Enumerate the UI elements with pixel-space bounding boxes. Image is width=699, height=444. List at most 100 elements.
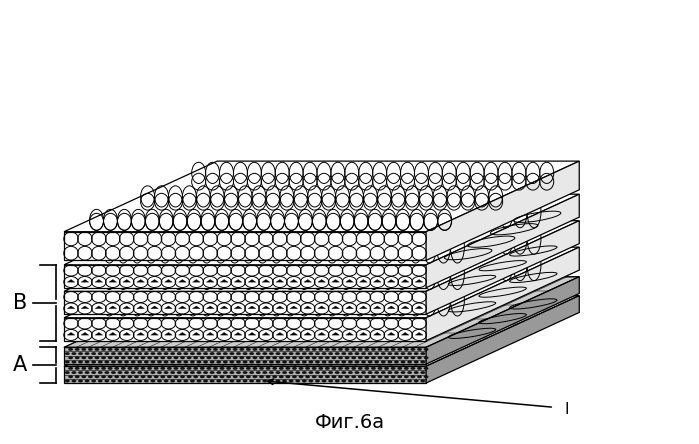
Ellipse shape	[401, 352, 405, 355]
Ellipse shape	[331, 348, 336, 351]
Ellipse shape	[105, 352, 109, 355]
Ellipse shape	[398, 357, 402, 359]
Polygon shape	[67, 279, 75, 282]
Ellipse shape	[322, 352, 326, 355]
Ellipse shape	[404, 357, 409, 359]
Ellipse shape	[348, 361, 353, 363]
Ellipse shape	[358, 375, 363, 378]
Ellipse shape	[319, 348, 323, 351]
Ellipse shape	[384, 375, 389, 378]
Polygon shape	[426, 194, 579, 288]
Ellipse shape	[115, 357, 119, 359]
Ellipse shape	[78, 352, 82, 355]
Ellipse shape	[286, 375, 290, 378]
Ellipse shape	[98, 380, 103, 382]
Ellipse shape	[140, 357, 145, 359]
Ellipse shape	[217, 352, 221, 355]
Ellipse shape	[94, 357, 99, 359]
Ellipse shape	[266, 357, 271, 359]
Ellipse shape	[269, 352, 274, 355]
Polygon shape	[262, 279, 270, 282]
Ellipse shape	[246, 375, 251, 378]
Ellipse shape	[424, 357, 428, 359]
Ellipse shape	[263, 380, 267, 382]
Ellipse shape	[85, 352, 89, 355]
Ellipse shape	[117, 361, 122, 363]
Polygon shape	[318, 306, 326, 309]
Ellipse shape	[124, 361, 129, 363]
Polygon shape	[332, 279, 340, 282]
Polygon shape	[178, 279, 187, 282]
Ellipse shape	[88, 357, 93, 359]
Ellipse shape	[250, 380, 254, 382]
Ellipse shape	[391, 357, 396, 359]
Ellipse shape	[236, 371, 240, 374]
Ellipse shape	[121, 357, 126, 359]
Ellipse shape	[365, 357, 369, 359]
Polygon shape	[304, 333, 312, 335]
Ellipse shape	[404, 375, 409, 378]
Ellipse shape	[180, 367, 185, 370]
Ellipse shape	[223, 352, 228, 355]
Ellipse shape	[140, 375, 145, 378]
Ellipse shape	[315, 352, 319, 355]
Ellipse shape	[144, 371, 149, 374]
Polygon shape	[178, 306, 187, 309]
Polygon shape	[248, 279, 256, 282]
Ellipse shape	[213, 357, 218, 359]
Ellipse shape	[69, 367, 73, 370]
Ellipse shape	[147, 348, 152, 351]
Ellipse shape	[219, 348, 224, 351]
Ellipse shape	[101, 367, 106, 370]
Ellipse shape	[131, 371, 136, 374]
Polygon shape	[123, 333, 131, 335]
Ellipse shape	[105, 380, 109, 382]
Ellipse shape	[167, 367, 172, 370]
Ellipse shape	[305, 375, 310, 378]
Ellipse shape	[177, 361, 182, 363]
Ellipse shape	[190, 380, 195, 382]
Ellipse shape	[180, 357, 185, 359]
Ellipse shape	[342, 361, 346, 363]
Ellipse shape	[207, 348, 211, 351]
Ellipse shape	[150, 371, 155, 374]
Ellipse shape	[315, 371, 319, 374]
Ellipse shape	[78, 380, 82, 382]
Ellipse shape	[171, 380, 175, 382]
Polygon shape	[373, 279, 381, 282]
Polygon shape	[64, 232, 426, 260]
Ellipse shape	[421, 380, 425, 382]
Ellipse shape	[312, 375, 317, 378]
Ellipse shape	[161, 357, 165, 359]
Polygon shape	[151, 306, 159, 309]
Polygon shape	[290, 306, 298, 309]
Polygon shape	[151, 333, 159, 335]
Polygon shape	[64, 366, 426, 383]
Polygon shape	[192, 306, 200, 309]
Ellipse shape	[213, 375, 218, 378]
Ellipse shape	[279, 367, 284, 370]
Ellipse shape	[410, 357, 415, 359]
Ellipse shape	[121, 367, 126, 370]
Ellipse shape	[88, 375, 93, 378]
Polygon shape	[332, 306, 340, 309]
Ellipse shape	[256, 352, 261, 355]
Ellipse shape	[377, 348, 382, 351]
Ellipse shape	[273, 375, 277, 378]
Ellipse shape	[384, 367, 389, 370]
Ellipse shape	[226, 348, 231, 351]
Ellipse shape	[226, 357, 231, 359]
Ellipse shape	[298, 367, 303, 370]
Ellipse shape	[348, 380, 353, 382]
Ellipse shape	[273, 357, 277, 359]
Ellipse shape	[289, 352, 294, 355]
Ellipse shape	[289, 361, 294, 363]
Ellipse shape	[408, 380, 412, 382]
Polygon shape	[415, 279, 423, 282]
Ellipse shape	[243, 352, 247, 355]
Ellipse shape	[101, 357, 106, 359]
Ellipse shape	[348, 352, 353, 355]
Ellipse shape	[384, 357, 389, 359]
Ellipse shape	[246, 357, 251, 359]
Ellipse shape	[398, 348, 402, 351]
